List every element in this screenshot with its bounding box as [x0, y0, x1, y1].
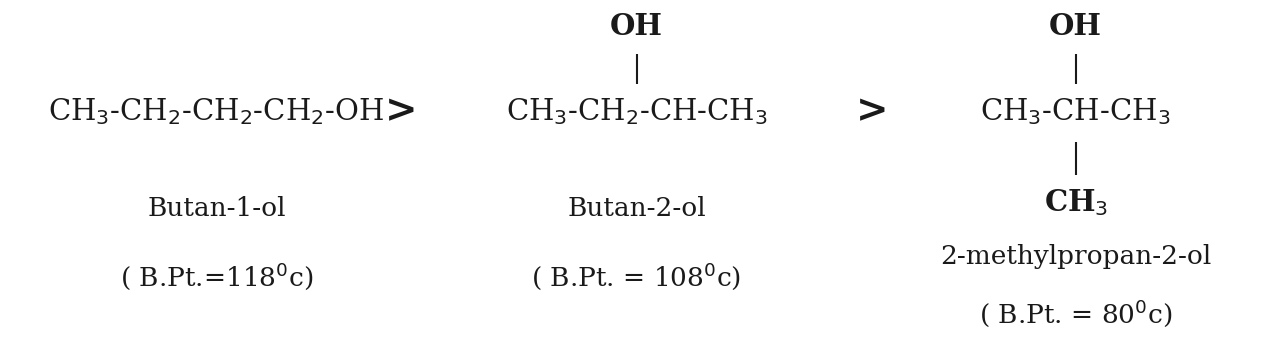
Text: 2-methylpropan-2-ol: 2-methylpropan-2-ol	[939, 244, 1212, 269]
Text: >: >	[384, 92, 418, 130]
Text: OH: OH	[610, 12, 663, 41]
Text: CH$_3$-CH$_2$-CH$_2$-CH$_2$-OH: CH$_3$-CH$_2$-CH$_2$-CH$_2$-OH	[48, 96, 384, 127]
Text: ( B.Pt.=118$^0$c): ( B.Pt.=118$^0$c)	[120, 261, 313, 292]
Text: OH: OH	[1049, 12, 1102, 41]
Text: Butan-1-ol: Butan-1-ol	[148, 196, 285, 221]
Text: CH$_3$-CH-CH$_3$: CH$_3$-CH-CH$_3$	[980, 96, 1171, 127]
Text: ( B.Pt. = 108$^0$c): ( B.Pt. = 108$^0$c)	[531, 261, 742, 292]
Text: ( B.Pt. = 80$^0$c): ( B.Pt. = 80$^0$c)	[979, 298, 1172, 329]
Text: CH$_3$: CH$_3$	[1044, 187, 1108, 218]
Text: >: >	[855, 92, 889, 130]
Text: CH$_3$-CH$_2$-CH-CH$_3$: CH$_3$-CH$_2$-CH-CH$_3$	[505, 96, 768, 127]
Text: Butan-2-ol: Butan-2-ol	[568, 196, 705, 221]
